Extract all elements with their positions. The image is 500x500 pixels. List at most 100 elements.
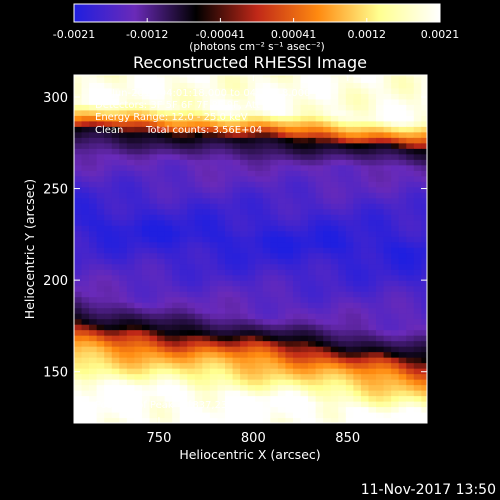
heatmap-cell	[74, 175, 83, 182]
heatmap-cell	[141, 120, 151, 127]
heatmap-cell	[141, 186, 151, 193]
heatmap-cell	[217, 395, 226, 402]
heatmap-cell	[157, 186, 166, 193]
heatmap-cell	[247, 93, 256, 100]
heatmap-cell	[96, 214, 105, 221]
heatmap-cell	[391, 340, 400, 347]
heatmap-cell	[255, 82, 264, 89]
heatmap-cell	[376, 417, 385, 423]
heatmap-cell	[74, 203, 83, 210]
heatmap-cell	[89, 252, 98, 259]
heatmap-cell	[104, 340, 113, 347]
heatmap-cell	[141, 313, 151, 320]
heatmap-cell	[179, 230, 188, 237]
heatmap-cell	[209, 203, 219, 210]
heatmap-cell	[368, 208, 377, 215]
heatmap-cell	[338, 368, 347, 375]
heatmap-cell	[255, 126, 264, 133]
heatmap-cell	[398, 214, 407, 221]
heatmap-cell	[89, 75, 98, 78]
heatmap-cell	[134, 263, 143, 270]
heatmap-cell	[360, 164, 370, 171]
heatmap-cell	[240, 373, 249, 380]
heatmap-cell	[330, 241, 339, 248]
heatmap-cell	[413, 351, 422, 358]
heatmap-cell	[240, 313, 249, 320]
heatmap-cell	[383, 153, 392, 160]
heatmap-cell	[217, 274, 226, 281]
heatmap-cell	[149, 208, 158, 215]
heatmap-cell	[277, 203, 287, 210]
heatmap-cell	[232, 307, 241, 314]
heatmap-cell	[89, 208, 98, 215]
heatmap-cell	[345, 335, 354, 342]
heatmap-cell	[255, 318, 264, 325]
heatmap-cell	[134, 362, 143, 369]
heatmap-cell	[270, 373, 279, 380]
heatmap-cell	[330, 164, 339, 171]
heatmap-cell	[398, 82, 407, 89]
heatmap-cell	[134, 87, 143, 94]
heatmap-cell	[345, 76, 354, 83]
heatmap-cell	[187, 258, 196, 265]
heatmap-cell	[368, 241, 377, 248]
heatmap-cell	[330, 362, 339, 369]
heatmap-cell	[179, 302, 188, 309]
heatmap-cell	[96, 406, 105, 413]
heatmap-cell	[172, 109, 181, 116]
heatmap-cell	[202, 285, 211, 292]
heatmap-cell	[345, 225, 354, 232]
heatmap-cell	[202, 357, 211, 364]
heatmap-cell	[300, 115, 309, 122]
heatmap-cell	[421, 131, 427, 138]
heatmap-cell	[255, 340, 264, 347]
heatmap-cell	[157, 335, 166, 342]
heatmap-cell	[406, 313, 415, 320]
heatmap-cell	[126, 87, 136, 94]
heatmap-cell	[338, 225, 347, 232]
heatmap-cell	[300, 137, 309, 144]
heatmap-cell	[360, 76, 370, 83]
heatmap-cell	[421, 263, 427, 270]
heatmap-cell	[89, 131, 98, 138]
heatmap-cell	[119, 373, 128, 380]
heatmap-cell	[270, 76, 279, 83]
heatmap-cell	[104, 82, 113, 89]
heatmap-cell	[194, 406, 203, 413]
heatmap-cell	[111, 208, 120, 215]
heatmap-cell	[406, 318, 415, 325]
heatmap-cell	[172, 280, 181, 287]
heatmap-cell	[277, 318, 287, 325]
heatmap-cell	[345, 98, 354, 105]
heatmap-cell	[315, 252, 324, 259]
heatmap-cell	[209, 219, 219, 226]
heatmap-cell	[300, 351, 309, 358]
heatmap-cell	[74, 313, 83, 320]
heatmap-cell	[217, 87, 226, 94]
heatmap-cell	[209, 313, 219, 320]
heatmap-cell	[383, 390, 392, 397]
heatmap-cell	[323, 104, 332, 111]
heatmap-cell	[172, 384, 181, 391]
heatmap-cell	[240, 197, 249, 204]
heatmap-cell	[338, 203, 347, 210]
heatmap-cell	[126, 98, 136, 105]
heatmap-cell	[247, 313, 256, 320]
heatmap-cell	[308, 76, 317, 83]
heatmap-cell	[353, 406, 362, 413]
heatmap-cell	[391, 324, 400, 331]
heatmap-cell	[225, 131, 234, 138]
heatmap-cell	[232, 82, 241, 89]
heatmap-cell	[330, 258, 339, 265]
heatmap-cell	[338, 329, 347, 336]
heatmap-cell	[330, 247, 339, 254]
heatmap-cell	[315, 225, 324, 232]
heatmap-cell	[179, 219, 188, 226]
heatmap-cell	[345, 258, 354, 265]
heatmap-cell	[421, 318, 427, 325]
heatmap-cell	[292, 186, 302, 193]
heatmap-cell	[217, 401, 226, 408]
heatmap-cell	[134, 296, 143, 303]
heatmap-cell	[126, 269, 136, 276]
heatmap-cell	[232, 225, 241, 232]
